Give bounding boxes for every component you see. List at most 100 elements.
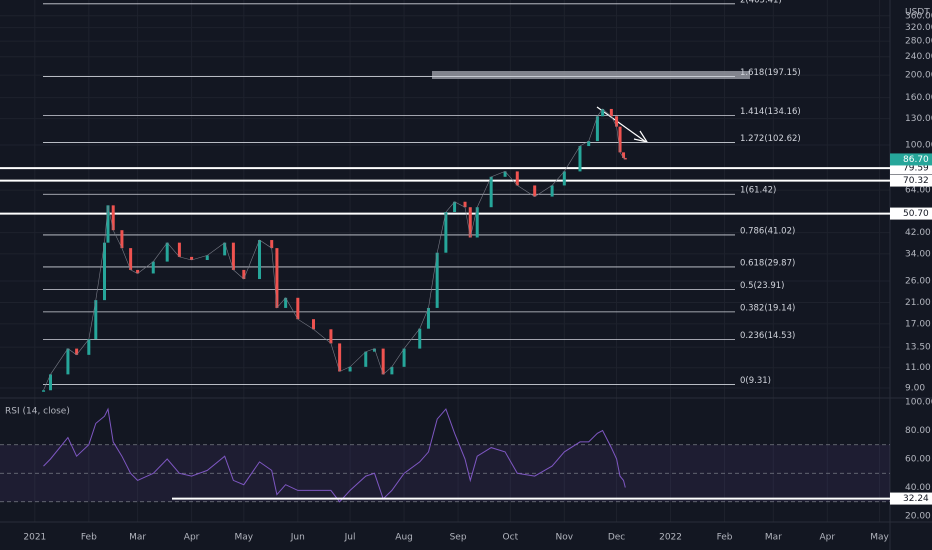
x-tick-label: 2022 <box>659 533 682 543</box>
candle <box>87 339 91 355</box>
candle <box>489 176 493 208</box>
candle <box>136 269 140 274</box>
y-tick-label: 9.00 <box>905 383 925 393</box>
y-tick-label: 64.00 <box>905 186 931 196</box>
candle <box>329 329 333 344</box>
candle <box>503 171 507 177</box>
level-label: 70.32 <box>903 176 929 186</box>
level-label: 79.59 <box>903 164 929 174</box>
x-tick-label: Jul <box>344 533 356 543</box>
x-tick-label: Jun <box>290 533 305 543</box>
candle <box>338 343 342 372</box>
fib-label: 0.5(23.91) <box>740 281 784 291</box>
y-tick-label: 320.00 <box>905 23 932 33</box>
candle <box>381 348 385 375</box>
candle <box>418 328 422 349</box>
candle <box>435 252 439 308</box>
rsi-tick-label: 100.00 <box>905 397 932 407</box>
candle <box>444 211 448 253</box>
candle <box>595 116 599 142</box>
candle <box>348 366 352 372</box>
fib-label: 2(405.41) <box>740 0 782 5</box>
price-line <box>43 108 626 391</box>
candle <box>364 351 368 367</box>
rsi-tick-label: 20.00 <box>905 512 931 522</box>
fib-label: 0.618(29.87) <box>740 258 795 268</box>
fib-label: 1.272(102.62) <box>740 134 801 144</box>
candle <box>578 146 582 172</box>
x-tick-label: Sep <box>450 533 467 543</box>
y-tick-label: 160.00 <box>905 93 932 103</box>
candle <box>231 242 235 270</box>
candle <box>618 126 622 153</box>
y-tick-label: 360.00 <box>905 11 932 21</box>
fib-label: 0.236(14.53) <box>740 331 795 341</box>
last-price-label: 86.70 <box>903 155 929 165</box>
rsi-level-label: 32.24 <box>903 494 929 504</box>
candle <box>402 348 406 367</box>
candle <box>275 248 279 308</box>
fib-label: 1(61.42) <box>740 186 776 196</box>
y-tick-label: 42.00 <box>905 228 931 238</box>
rsi-level-badge <box>890 492 932 505</box>
y-tick-label: 11.00 <box>905 363 931 373</box>
candle <box>615 116 619 127</box>
candle <box>463 201 467 208</box>
x-tick-label: Mar <box>129 533 146 543</box>
candle <box>165 242 169 262</box>
candle <box>587 141 591 147</box>
y-tick-label: 21.00 <box>905 298 931 308</box>
candle <box>475 207 479 238</box>
candle <box>296 297 300 320</box>
candle <box>515 171 519 186</box>
fib-label: 0(9.31) <box>740 376 771 386</box>
y-tick-label: 26.00 <box>905 276 931 286</box>
candle <box>609 108 613 117</box>
candle <box>622 152 626 158</box>
candle <box>426 307 430 329</box>
y-tick-label: 100.00 <box>905 141 932 151</box>
y-tick-label: 17.00 <box>905 319 931 329</box>
x-tick-label: May <box>870 533 889 543</box>
candle <box>453 201 457 212</box>
candle <box>111 205 115 231</box>
candle <box>284 297 288 308</box>
candle <box>106 205 110 243</box>
candle <box>205 255 209 261</box>
x-tick-label: Apr <box>184 533 200 543</box>
trend-arrow <box>596 106 647 143</box>
candle <box>372 348 376 352</box>
rsi-tick-label: 80.00 <box>905 426 931 436</box>
rsi-line <box>43 407 626 503</box>
y-tick-label: 240.00 <box>905 52 932 62</box>
candle <box>120 230 124 249</box>
arrow-head <box>633 130 649 143</box>
y-tick-label: 280.00 <box>905 37 932 47</box>
zone-box <box>432 71 750 79</box>
y-tick-label: 13.50 <box>905 343 931 353</box>
candle <box>562 171 566 186</box>
candle <box>242 269 246 280</box>
candle <box>42 390 46 392</box>
candle <box>66 348 70 375</box>
candle <box>533 185 537 197</box>
candle <box>177 242 181 257</box>
x-tick-label: 2021 <box>23 533 46 543</box>
fib-label: 0.786(41.02) <box>740 226 795 236</box>
x-tick-label: Apr <box>820 533 836 543</box>
candle <box>223 242 227 256</box>
candle <box>312 319 316 330</box>
candle <box>49 374 53 391</box>
x-tick-label: Aug <box>395 533 413 543</box>
candle <box>151 261 155 274</box>
last-price-badge <box>890 153 932 166</box>
candle <box>75 348 79 355</box>
candle <box>258 240 262 280</box>
y-tick-label: 130.00 <box>905 114 932 124</box>
x-tick-label: Feb <box>717 533 733 543</box>
fib-label: 0.382(19.14) <box>740 303 795 313</box>
x-tick-label: Dec <box>608 533 625 543</box>
x-tick-label: Nov <box>556 533 574 543</box>
candle <box>190 256 194 261</box>
x-tick-label: Oct <box>503 533 519 543</box>
